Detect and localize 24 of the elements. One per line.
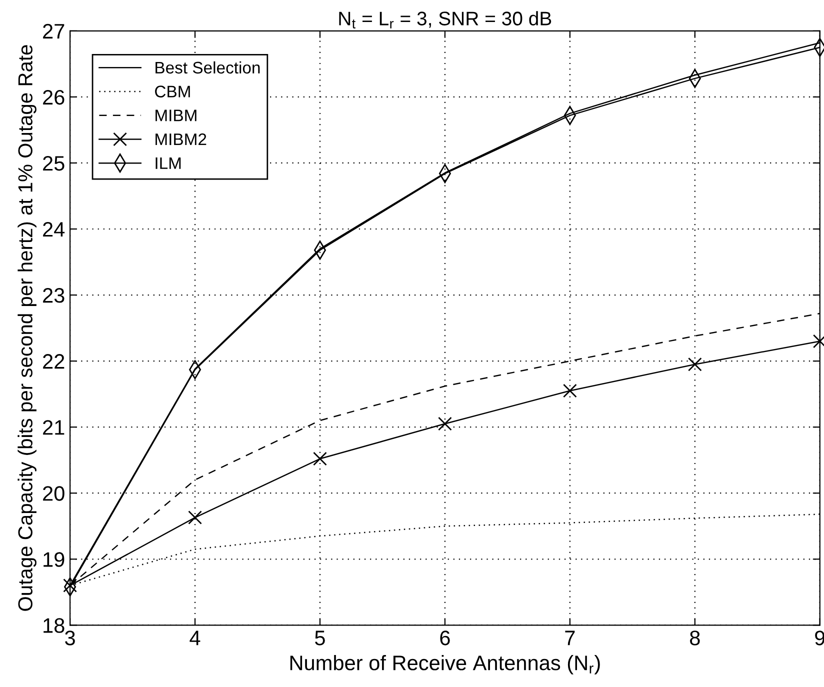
legend-label: MIBM bbox=[156, 110, 196, 122]
x-tick-label: 4 bbox=[190, 630, 200, 646]
y-tick-label: 22 bbox=[43, 354, 64, 369]
x-tick-label: 8 bbox=[690, 630, 700, 646]
y-tick-label: 20 bbox=[43, 486, 64, 501]
y-tick-label: 18 bbox=[44, 618, 64, 633]
y-tick-label: 23 bbox=[43, 288, 64, 303]
chart-title: N$_{t}$ = L$_{r}$ = 3, SNR = 30 dB bbox=[339, 11, 552, 28]
y-tick-label: 25 bbox=[43, 156, 64, 171]
y-tick-label: 26 bbox=[43, 90, 64, 105]
x-tick-label: 6 bbox=[440, 630, 450, 646]
legend-label: Best Selection bbox=[156, 61, 260, 74]
x-tick-label: 3 bbox=[65, 630, 75, 646]
legend-label: MIBM2 bbox=[156, 133, 206, 146]
y-tick-label: 21 bbox=[43, 420, 64, 435]
y-tick-label: 24 bbox=[43, 222, 65, 237]
x-axis-title: Number of Receive Antennas (N$_{r}$) bbox=[290, 655, 600, 674]
y-axis-title: Outage Capacity (bits per second per hertz) at 1% Outage Rate bbox=[18, 45, 36, 611]
x-tick-label: 7 bbox=[565, 630, 575, 646]
legend-label: CBM bbox=[155, 86, 190, 98]
legend-label: ILM bbox=[156, 157, 181, 169]
y-tick-label: 19 bbox=[44, 552, 64, 567]
y-tick-label: 27 bbox=[43, 24, 64, 38]
x-tick-label: 5 bbox=[315, 630, 325, 646]
